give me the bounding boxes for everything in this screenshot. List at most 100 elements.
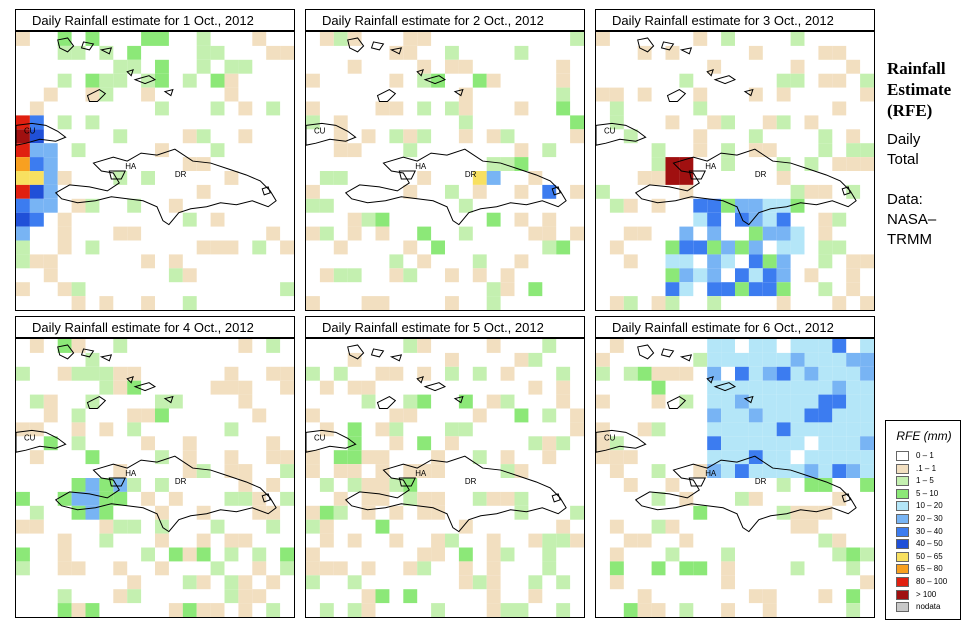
- rainfall-cell: [210, 73, 225, 88]
- rainfall-cell: [155, 450, 169, 465]
- rainfall-cell: [29, 519, 44, 534]
- rainfall-cell: [389, 366, 404, 381]
- rainfall-cell: [665, 366, 680, 381]
- rainfall-cell: [679, 603, 694, 617]
- country-label: HA: [125, 469, 137, 478]
- rainfall-cell: [196, 533, 211, 548]
- rainfall-cell: [693, 352, 708, 367]
- rainfall-cell: [818, 408, 833, 423]
- rainfall-cell: [721, 282, 735, 297]
- rainfall-cell: [818, 505, 833, 520]
- rainfall-cell: [514, 408, 529, 423]
- rainfall-cell: [818, 478, 833, 492]
- rainfall-cell: [375, 450, 390, 465]
- rainfall-panel-day3: Daily Rainfall estimate for 3 Oct., 2012…: [595, 9, 875, 311]
- rainfall-cell: [168, 603, 183, 617]
- rainfall-cell: [347, 575, 362, 590]
- rainfall-cell: [361, 603, 376, 617]
- rainfall-cell: [57, 366, 72, 381]
- island-coastline: [743, 88, 754, 97]
- rainfall-cell: [542, 561, 557, 576]
- rainfall-cell: [306, 519, 320, 534]
- rainfall-cell: [707, 282, 722, 297]
- map-canvas: CU HA DR: [596, 32, 874, 310]
- rainfall-cell: [804, 339, 819, 353]
- rainfall-cell: [472, 171, 487, 185]
- island-coastline: [376, 89, 397, 102]
- rainfall-cell: [238, 533, 253, 548]
- rainfall-cell: [113, 380, 128, 395]
- rainfall-map: CU HA DR: [15, 31, 295, 311]
- rainfall-cell: [596, 87, 610, 102]
- rainfall-cell: [776, 352, 791, 367]
- rainfall-cell: [319, 198, 334, 213]
- rainfall-cell: [458, 59, 473, 74]
- rainfall-cell: [748, 491, 763, 506]
- rainfall-map: CU HA DR: [305, 31, 585, 311]
- product-title-line1: Rainfall: [887, 59, 946, 78]
- rainfall-cell: [707, 59, 722, 74]
- rainfall-cell: [776, 240, 791, 255]
- rainfall-cell: [210, 561, 225, 576]
- rainfall-cell: [417, 436, 432, 451]
- rainfall-cell: [238, 129, 253, 144]
- rainfall-cell: [721, 32, 735, 46]
- rainfall-cell: [361, 380, 376, 395]
- legend-label: 50 – 65: [916, 551, 943, 561]
- rainfall-cell: [776, 478, 791, 492]
- rainfall-cell: [16, 32, 30, 46]
- rainfall-cell: [860, 73, 874, 88]
- rainfall-cell: [389, 408, 404, 423]
- rainfall-cell: [266, 478, 281, 492]
- rainfall-cell: [721, 115, 735, 130]
- legend-title: RFE (mm): [896, 429, 952, 443]
- product-title-line3: (RFE): [887, 101, 933, 120]
- rainfall-cell: [57, 533, 72, 548]
- rainfall-cell: [651, 561, 666, 576]
- rainfall-cell: [748, 408, 763, 423]
- rainfall-cell: [623, 603, 638, 617]
- rainfall-cell: [238, 464, 253, 478]
- island-coastline: [637, 344, 655, 360]
- cuba-coastline: [16, 429, 67, 453]
- rainfall-cell: [71, 505, 86, 520]
- rainfall-cell: [347, 450, 362, 465]
- rainfall-cell: [113, 589, 128, 604]
- rainfall-cell: [556, 603, 571, 617]
- rainfall-cell: [57, 589, 72, 604]
- rainfall-cell: [43, 87, 58, 102]
- rainfall-cell: [155, 408, 169, 423]
- legend-label: 0 – 1: [916, 451, 934, 460]
- rainfall-cell: [707, 198, 722, 213]
- rainfall-cell: [623, 198, 638, 213]
- rainfall-cell: [818, 352, 833, 367]
- island-coastline: [637, 37, 655, 53]
- rainfall-cell: [776, 171, 791, 185]
- rainfall-cell: [804, 422, 819, 437]
- rainfall-cell: [693, 505, 708, 520]
- rainfall-cell: [762, 603, 777, 617]
- rainfall-cell: [846, 380, 861, 395]
- legend-swatch: [896, 589, 909, 600]
- rainfall-cell: [458, 129, 473, 144]
- rainfall-cell: [500, 547, 515, 562]
- rainfall-cell: [790, 32, 805, 46]
- rainfall-cell: [403, 561, 418, 576]
- rainfall-cell: [403, 589, 418, 604]
- rainfall-cell: [832, 491, 847, 506]
- rainfall-cell: [846, 450, 861, 465]
- rainfall-cell: [556, 87, 571, 102]
- island-coastline: [713, 382, 737, 392]
- rainfall-cell: [196, 129, 211, 144]
- island-coastline: [398, 170, 417, 180]
- rainfall-cell: [306, 296, 320, 310]
- rainfall-cell: [238, 603, 253, 617]
- rainfall-cell: [818, 73, 833, 88]
- rainfall-cell: [735, 282, 749, 297]
- rainfall-cell: [141, 87, 155, 102]
- rainfall-cell: [762, 212, 777, 227]
- rainfall-cell: [556, 519, 571, 534]
- rainfall-cell: [804, 366, 819, 381]
- legend-swatch: [896, 451, 909, 461]
- rainfall-cell: [113, 366, 128, 381]
